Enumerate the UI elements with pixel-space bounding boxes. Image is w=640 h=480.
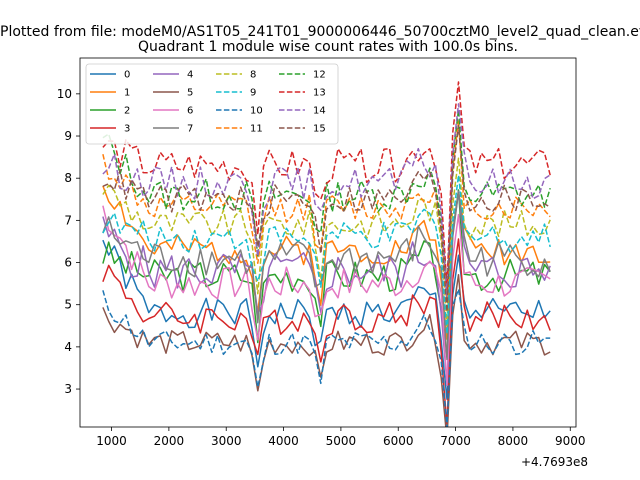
legend-label-15: 15 — [313, 124, 326, 135]
legend-label-14: 14 — [313, 106, 326, 117]
series-line-14 — [102, 103, 551, 302]
series-line-2 — [102, 189, 551, 358]
legend-label-9: 9 — [250, 88, 256, 99]
x-tick-label: 1000 — [96, 434, 127, 448]
legend-label-7: 7 — [187, 124, 193, 135]
y-tick-label: 7 — [64, 213, 72, 227]
series-line-6 — [102, 205, 551, 387]
series-line-5 — [102, 273, 551, 427]
y-tick-label: 5 — [64, 298, 72, 312]
series-line-9 — [102, 174, 551, 335]
legend-label-2: 2 — [124, 106, 130, 117]
legend-label-4: 4 — [187, 70, 193, 81]
x-tick-label: 9000 — [555, 434, 586, 448]
figure-suptitle: Plotted from file: modeM0/AS1T05_241T01_… — [0, 24, 640, 40]
y-axis: 3 4 5 6 7 8 9 10 — [57, 87, 80, 396]
x-tick-label: 5000 — [326, 434, 357, 448]
x-axis: 1000 2000 3000 4000 5000 6000 7000 8000 9000 — [96, 427, 586, 448]
y-tick-label: 8 — [64, 171, 72, 185]
series-line-15 — [102, 124, 551, 313]
legend-label-11: 11 — [250, 124, 263, 135]
x-tick-label: 7000 — [440, 434, 471, 448]
series-line-0 — [102, 239, 551, 400]
x-tick-label: 3000 — [211, 434, 242, 448]
legend-label-0: 0 — [124, 70, 130, 81]
legend-frame — [85, 63, 339, 145]
x-tick-label: 2000 — [154, 434, 185, 448]
legend-label-10: 10 — [250, 106, 263, 117]
y-tick-label: 10 — [57, 87, 72, 101]
series-line-4 — [102, 190, 551, 385]
series-line-10 — [102, 288, 551, 427]
plot-area — [79, 57, 577, 428]
series-group — [102, 81, 551, 427]
x-axis-offset-label: +4.7693e8 — [521, 455, 588, 469]
axes-frame — [79, 57, 577, 428]
x-tick-label: 6000 — [383, 434, 414, 448]
legend-label-5: 5 — [187, 88, 193, 99]
legend-label-3: 3 — [124, 124, 130, 135]
x-tick-label: 4000 — [268, 434, 299, 448]
series-line-8 — [102, 157, 551, 327]
y-tick-label: 6 — [64, 256, 72, 270]
x-tick-label: 8000 — [498, 434, 529, 448]
legend-label-8: 8 — [250, 70, 256, 81]
series-line-3 — [102, 238, 551, 427]
chart-title: Quadrant 1 module wise count rates with … — [138, 39, 518, 55]
legend-label-13: 13 — [313, 88, 326, 99]
series-line-7 — [102, 191, 551, 361]
series-line-13 — [102, 81, 551, 290]
legend-label-1: 1 — [124, 88, 130, 99]
legend-label-6: 6 — [187, 106, 193, 117]
y-tick-label: 9 — [64, 129, 72, 143]
y-tick-label: 3 — [64, 382, 72, 396]
legend-label-12: 12 — [313, 70, 326, 81]
y-tick-label: 4 — [64, 340, 72, 354]
